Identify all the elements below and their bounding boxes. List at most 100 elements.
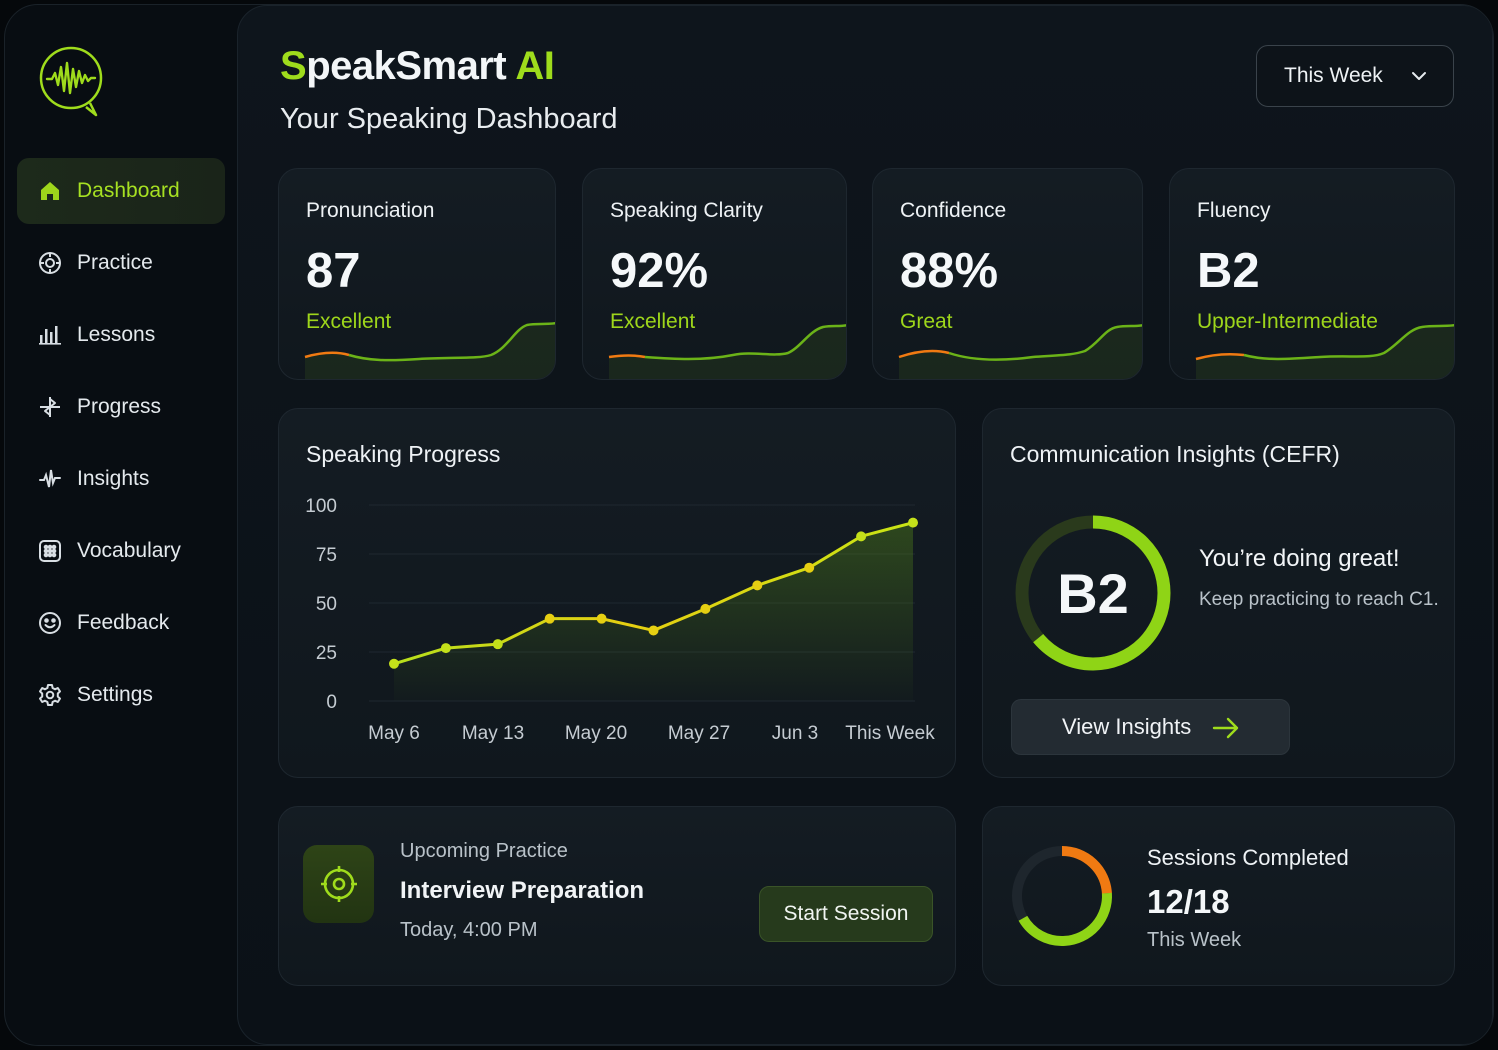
metric-value: B2 [1197,244,1260,298]
sidebar-nav: Dashboard Practice Lessons Progress [17,158,225,734]
ring-segment-orange [1012,846,1112,946]
y-tick-label: 75 [316,545,337,566]
main-panel: SpeakSmart AI Your Speaking Dashboard Th… [237,5,1493,1045]
sidebar-item-label: Dashboard [77,179,180,202]
x-tick-label: This Week [845,723,935,744]
y-tick-label: 100 [305,496,337,517]
app-window: Dashboard Practice Lessons Progress [4,4,1494,1046]
gauge-fill [1015,515,1171,671]
data-point [700,603,711,614]
sidebar-item-label: Settings [77,683,153,706]
target-icon [303,845,374,923]
metric-card-pronunciation[interactable]: Pronunciation 87 Excellent [278,168,556,380]
insights-icon [38,467,62,491]
sidebar-item-dashboard[interactable]: Dashboard [17,158,225,224]
progress-icon [38,395,62,419]
smile-icon [38,611,62,635]
upcoming-label: Upcoming Practice [400,840,568,862]
metric-status: Great [900,310,953,333]
sparkline [1195,324,1454,379]
app-logo[interactable] [38,45,106,117]
upcoming-time: Today, 4:00 PM [400,919,538,941]
brand-title: SpeakSmart AI [280,44,555,89]
ring-segment-green [1012,846,1112,946]
grid-icon [38,539,62,563]
brand-prefix: S [280,44,307,88]
target-icon [38,251,62,275]
sidebar-item-label: Vocabulary [77,539,181,562]
y-tick-label: 50 [316,594,337,615]
metric-label: Speaking Clarity [610,199,763,222]
sidebar-item-vocabulary[interactable]: Vocabulary [17,518,225,584]
communication-insights-card: Communication Insights (CEFR) B2 You’re … [982,408,1455,778]
sidebar-item-feedback[interactable]: Feedback [17,590,225,656]
brand-suffix: AI [515,44,555,88]
insights-title: Communication Insights (CEFR) [1010,441,1340,467]
data-point [856,531,867,542]
data-point [440,643,451,654]
upcoming-practice-card: Upcoming Practice Interview Preparation … [278,806,956,986]
metric-label: Pronunciation [306,199,435,222]
sidebar: Dashboard Practice Lessons Progress [5,5,237,1045]
upcoming-title: Interview Preparation [400,877,645,904]
metric-value: 87 [306,244,361,298]
home-icon [38,179,62,203]
view-insights-label: View Insights [1062,714,1192,739]
y-tick-label: 25 [316,643,337,664]
chevron-down-icon [1411,68,1427,89]
sidebar-item-label: Feedback [77,611,170,634]
x-tick-label: May 20 [565,723,627,744]
sessions-label: Sessions Completed [1147,845,1349,870]
metric-card-fluency[interactable]: Fluency B2 Upper-Intermediate [1169,168,1455,380]
data-point [389,658,399,669]
bars-icon [38,323,62,347]
metric-value: 88% [900,244,999,298]
sessions-progress-ring [1009,843,1115,949]
data-point [908,517,918,528]
sparkline [898,324,1142,379]
sidebar-item-label: Insights [77,467,150,490]
sparkline [608,324,846,379]
x-tick-label: Jun 3 [772,723,818,744]
metric-status: Excellent [306,310,392,333]
cefr-level-gauge: B2 [1011,511,1175,675]
brand-name: peakSmart [306,44,516,88]
data-point [804,562,815,573]
data-point [492,639,503,650]
sidebar-item-insights[interactable]: Insights [17,446,225,512]
metric-status: Excellent [610,310,696,333]
x-tick-label: May 27 [668,723,730,744]
sidebar-item-settings[interactable]: Settings [17,662,225,728]
sidebar-item-lessons[interactable]: Lessons [17,302,225,368]
data-point [752,580,763,591]
start-session-button[interactable]: Start Session [759,886,933,942]
data-point [596,613,607,624]
sidebar-item-label: Practice [77,251,153,274]
sessions-sub: This Week [1147,929,1242,951]
sparkline [304,322,555,379]
metric-card-clarity[interactable]: Speaking Clarity 92% Excellent [582,168,847,380]
x-tick-label: May 13 [462,723,524,744]
arrow-right-icon [1212,715,1240,746]
view-insights-button[interactable]: View Insights [1011,699,1290,755]
metric-value: 92% [610,244,709,298]
insights-headline: You’re doing great! [1199,545,1400,572]
cefr-level-value: B2 [1057,561,1129,625]
period-dropdown[interactable]: This Week [1256,45,1454,107]
data-point [544,613,555,624]
metric-label: Fluency [1197,199,1271,222]
y-tick-label: 0 [326,692,337,713]
sidebar-item-practice[interactable]: Practice [17,230,225,296]
x-tick-label: May 6 [368,723,420,744]
gear-icon [38,683,62,707]
sidebar-item-progress[interactable]: Progress [17,374,225,440]
page-subtitle: Your Speaking Dashboard [280,103,618,135]
metric-card-confidence[interactable]: Confidence 88% Great [872,168,1143,380]
metric-label: Confidence [900,199,1007,222]
period-dropdown-value: This Week [1284,64,1383,87]
insights-message: Keep practicing to reach C1. [1199,589,1439,610]
sidebar-item-label: Lessons [77,323,156,346]
data-point [648,625,659,636]
series-area [394,522,913,701]
speaking-progress-card: Speaking Progress 0 25 50 75 100 May 6 May 13 M… [278,408,956,778]
